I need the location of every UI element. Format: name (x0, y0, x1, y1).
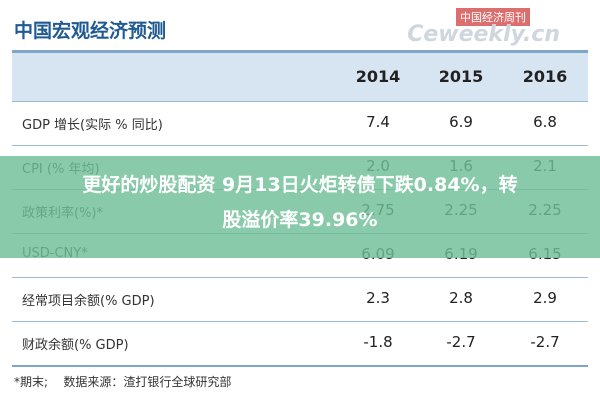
title: 中国宏观经济预测 (14, 20, 167, 42)
row-rule (12, 145, 588, 146)
cell: 7.4 (366, 113, 390, 131)
column-header: 2014 (355, 67, 401, 86)
row-rule (12, 277, 588, 278)
banner-line: 股溢价率39.96% (222, 209, 378, 231)
footer-source: 数据来源：渣打银行全球研究部 (63, 375, 232, 389)
column-header: 2016 (522, 67, 568, 86)
watermark-site: Ceweekly.cn (407, 22, 560, 47)
header-row (12, 53, 588, 101)
cell: -2.7 (446, 333, 476, 351)
cell: -1.8 (363, 333, 393, 351)
cell: 2.8 (449, 289, 473, 307)
cell: 2.9 (533, 289, 557, 307)
row-rule (12, 321, 588, 322)
banner-line: 更好的炒股配资 9月13日火炬转债下跌0.84%，转 (82, 174, 518, 196)
column-header: 2015 (438, 67, 484, 86)
row-label: 经常项目余额(% GDP) (22, 294, 155, 309)
cell: 6.9 (449, 113, 473, 131)
cell: -2.7 (530, 333, 560, 351)
row-label: GDP 增长(实际 % 同比) (22, 118, 163, 133)
row-label: 财政余额(% GDP) (22, 338, 129, 353)
cell: 6.8 (533, 113, 557, 131)
cell: 2.3 (366, 289, 390, 307)
row-rule (12, 365, 588, 367)
footer-note: *期末; (14, 375, 49, 389)
footer: *期末; 数据来源：渣打银行全球研究部 (14, 373, 231, 390)
row-rule (12, 101, 588, 102)
watermark: 中国经济周刊 (456, 8, 530, 26)
banner (0, 156, 600, 258)
